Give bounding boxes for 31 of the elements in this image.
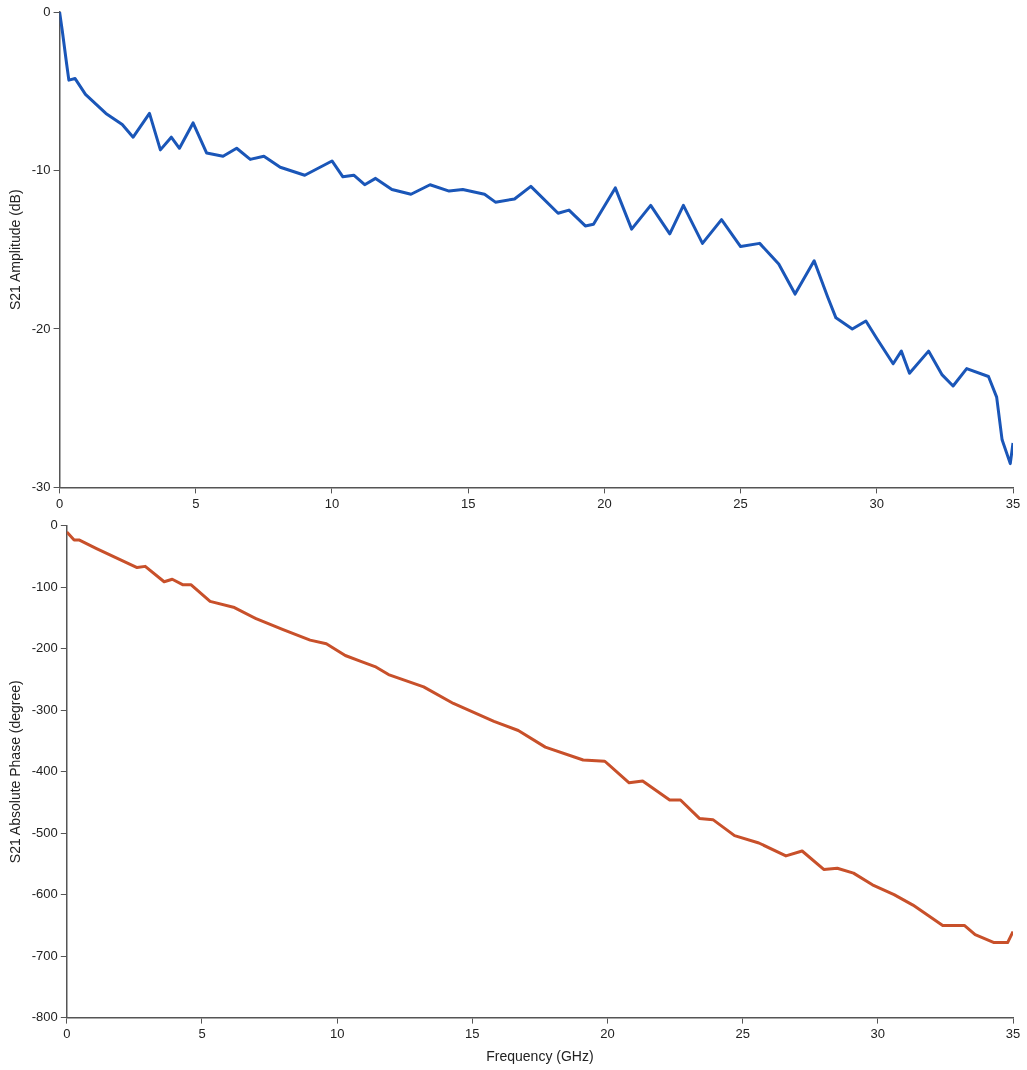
x-tick-label: 35: [1005, 495, 1021, 511]
x-tick-label: 25: [733, 495, 748, 511]
y-tick-label: -30: [31, 478, 51, 494]
x-tick-label: 25: [735, 1025, 750, 1041]
y-tick-label: -700: [31, 947, 58, 963]
x-tick-label: 5: [198, 1025, 206, 1041]
y-tick-label: -10: [31, 162, 51, 178]
y-tick-label: 0: [50, 517, 58, 533]
y-axis-title: S21 Absolute Phase (degree): [7, 680, 24, 864]
x-tick-label: 5: [192, 495, 200, 511]
x-tick-label: 35: [1005, 1025, 1021, 1041]
y-tick-label: -200: [31, 640, 58, 656]
x-tick-label: 30: [869, 495, 885, 511]
x-tick-label: 10: [329, 1025, 345, 1041]
x-tick-label: 20: [597, 495, 612, 511]
x-axis-title: Frequency (GHz): [486, 1048, 594, 1065]
x-tick-label: 30: [870, 1025, 886, 1041]
y-tick-label: -600: [31, 886, 58, 902]
y-axis-title: S21 Amplitude (dB): [7, 189, 24, 311]
x-tick-label: 0: [63, 1025, 71, 1041]
y-tick-label: -400: [31, 763, 58, 779]
x-tick-label: 15: [460, 495, 476, 511]
y-tick-label: 0: [43, 3, 51, 19]
y-tick-label: -300: [31, 701, 58, 717]
y-tick-label: -20: [31, 320, 51, 336]
x-tick-label: 15: [465, 1025, 480, 1041]
x-tick-label: 20: [600, 1025, 615, 1041]
y-tick-label: -800: [31, 1009, 58, 1025]
y-tick-label: -100: [31, 578, 58, 594]
x-tick-label: 10: [324, 495, 340, 511]
y-tick-label: -500: [31, 824, 58, 840]
